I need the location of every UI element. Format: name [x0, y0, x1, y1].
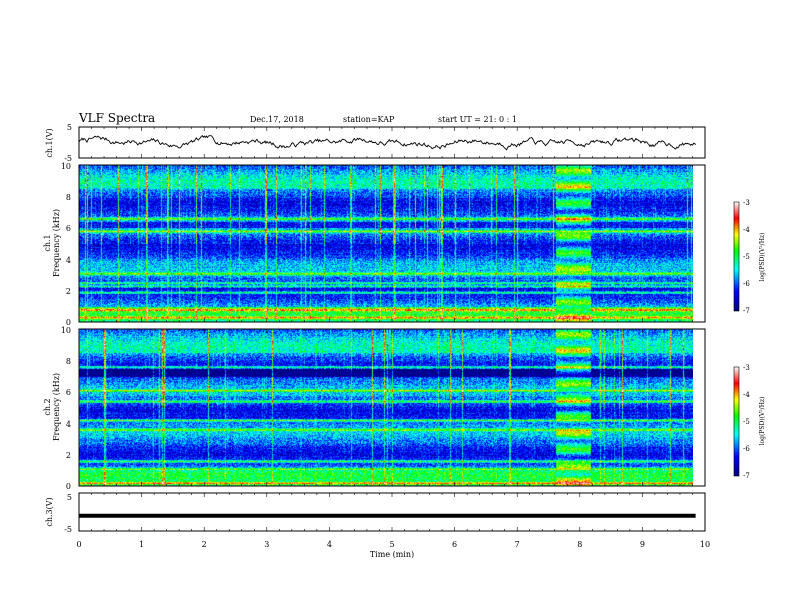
ch2-freq-tick-4: 4	[66, 420, 71, 429]
ch2-cb-tick-m6: -6	[743, 445, 750, 453]
ch1-voltage-ylabel: ch.1(V)	[45, 128, 54, 157]
ch2-freq-tick-0: 0	[66, 482, 71, 491]
ch1-voltage-frame	[78, 126, 706, 159]
ch2-cb-tick-m7: -7	[743, 472, 750, 480]
ch1-freq-tick-8: 8	[66, 193, 71, 202]
ch2-frequency-ylabel: Frequency (kHz)	[52, 373, 61, 441]
time-tick-label-9: 9	[640, 540, 645, 549]
ch2-freq-tick-10: 10	[61, 326, 71, 335]
ch2-freq-tick-8: 8	[66, 357, 71, 366]
ch2-spectrogram-heatmap	[79, 329, 693, 486]
ch3-voltage-ylabel: ch.3(V)	[45, 497, 54, 526]
ch1-cb-tick-m3: -3	[743, 199, 750, 207]
ch2-colorbar	[733, 366, 740, 477]
time-axis-label: Time (min)	[370, 550, 414, 559]
ch1-frequency-ylabel: Frequency (kHz)	[52, 209, 61, 277]
time-tick-label-5: 5	[389, 540, 394, 549]
ch3-ytick-bottom: -5	[64, 525, 72, 534]
ch2-colorbar-title: log(PSD)(V²/Hz)	[759, 397, 766, 446]
ch1-freq-tick-10: 10	[61, 162, 71, 171]
ch1-cb-tick-m6: -6	[743, 280, 750, 288]
ch2-spectrogram-panel: 0 2 4 6 8 10 ch.2 Frequency (kHz) -3 -4 …	[43, 326, 766, 491]
ch1-channel-label: ch.1	[43, 234, 52, 251]
ch1-freq-tick-4: 4	[66, 256, 71, 265]
ch1-voltage-trace	[78, 135, 696, 151]
ch1-cb-tick-m7: -7	[743, 307, 750, 315]
ch1-voltage-panel: 5 -5 ch.1(V)	[45, 123, 706, 163]
ch1-freq-tick-0: 0	[66, 318, 71, 327]
ch1-spectrogram-heatmap	[79, 165, 693, 322]
time-tick-label-0: 0	[76, 540, 81, 549]
time-tick-label-3: 3	[264, 540, 269, 549]
time-tick-label-2: 2	[202, 540, 207, 549]
ch1-spectrogram-image-holder	[79, 165, 693, 322]
ch2-cb-tick-m5: -5	[743, 418, 750, 426]
ch1-colorbar-title: log(PSD)(V²/Hz)	[759, 233, 766, 282]
ch1-ytick-bottom: -5	[64, 154, 72, 163]
ch2-spectrogram-image-holder	[79, 329, 693, 486]
ch1-cb-tick-m5: -5	[743, 253, 750, 261]
header-date: Dec.17, 2018	[250, 115, 304, 124]
header-start-time: start UT = 21: 0 : 1	[438, 115, 517, 124]
ch3-ytick-top: 5	[67, 493, 72, 502]
ch2-channel-label: ch.2	[43, 398, 52, 415]
time-tick-label-1: 1	[139, 540, 144, 549]
ch1-voltage-x-ticks	[78, 127, 706, 158]
time-tick-label-4: 4	[327, 540, 332, 549]
ch3-voltage-x-ticks	[78, 493, 706, 531]
ch3-voltage-frame	[78, 492, 706, 532]
figure-title: VLF Spectra	[78, 111, 155, 125]
ch1-freq-tick-6: 6	[66, 224, 71, 233]
time-tick-label-6: 6	[452, 540, 457, 549]
ch2-cb-tick-m4: -4	[743, 391, 750, 399]
ch1-cb-tick-m4: -4	[743, 226, 750, 234]
time-tick-label-8: 8	[577, 540, 582, 549]
header-station: station=KAP	[343, 115, 395, 124]
ch1-spectrogram-ticks	[78, 165, 706, 322]
ch1-ytick-top: 5	[67, 123, 72, 132]
ch2-freq-tick-6: 6	[66, 388, 71, 397]
ch3-voltage-panel: 5 -5 ch.3(V)	[45, 492, 706, 534]
ch1-spectrogram-panel: 0 2 4 6 8 10 ch.1 Frequency (kHz) -3 -4 …	[43, 162, 766, 327]
ch1-colorbar	[733, 201, 740, 312]
ch2-cb-tick-m3: -3	[743, 364, 750, 372]
time-tick-label-7: 7	[515, 540, 520, 549]
time-tick-label-10: 10	[700, 540, 710, 549]
ch2-spectrogram-ticks	[78, 329, 706, 486]
ch1-freq-tick-2: 2	[66, 287, 71, 296]
ch2-freq-tick-2: 2	[66, 451, 71, 460]
time-axis-tick-labels: 0 1 2 3 4 5 6 7 8 9 10	[76, 540, 710, 549]
